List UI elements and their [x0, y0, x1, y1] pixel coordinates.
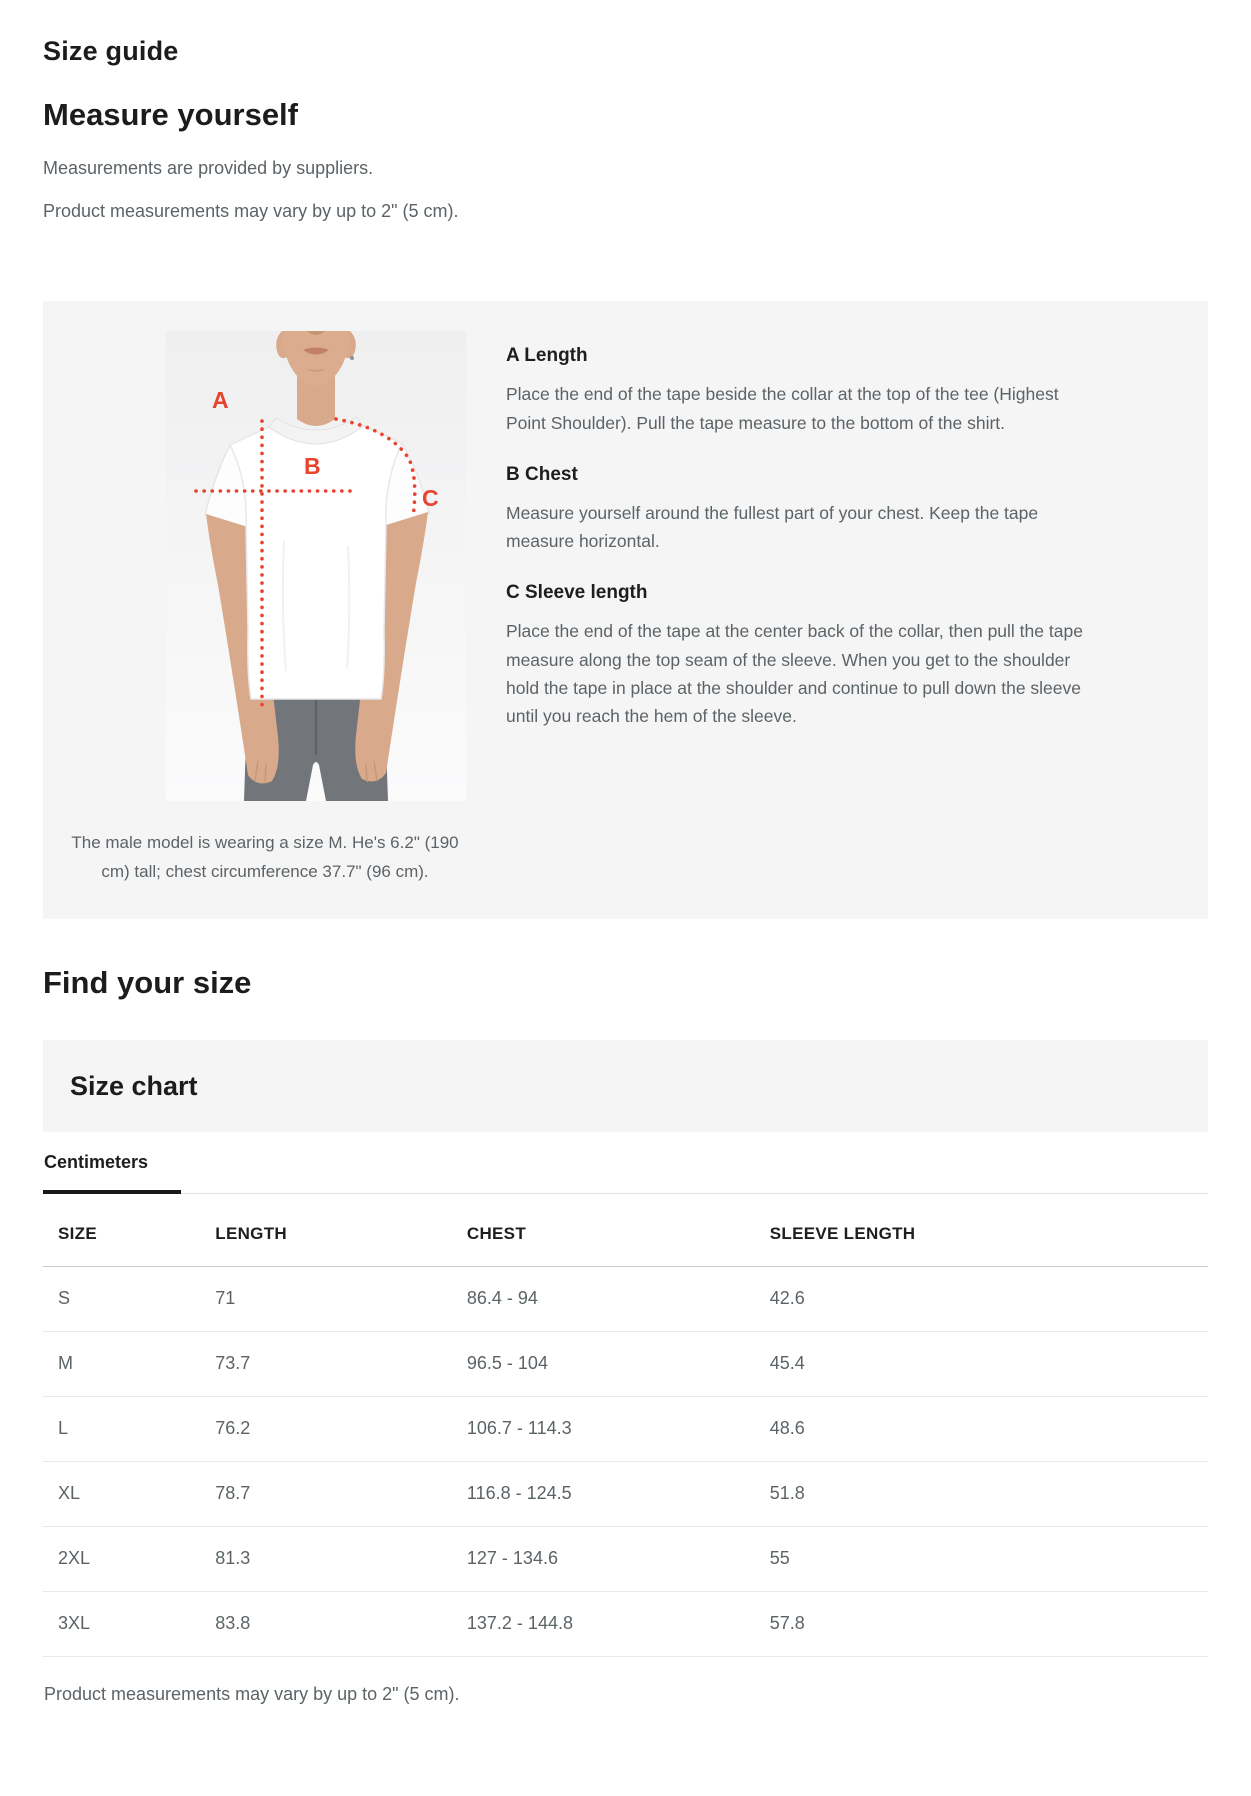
size-chart-header: Size chart: [43, 1040, 1208, 1133]
table-row-l: L 76.2 106.7 - 114.3 48.6: [43, 1396, 1208, 1462]
model-photo: A B C: [166, 331, 466, 802]
instruction-sleeve-text: Place the end of the tape at the center …: [506, 621, 1083, 727]
model-caption: The male model is wearing a size M. He's…: [71, 833, 459, 881]
cell-size: M: [43, 1331, 201, 1397]
measure-line-sleeve: [334, 417, 417, 520]
cell-length: 81.3: [200, 1526, 452, 1592]
model-column: A B C The male model is wearing a size M…: [43, 331, 486, 885]
size-table-header-row: SIZE LENGTH CHEST SLEEVE LENGTH: [43, 1193, 1208, 1267]
cell-chest: 86.4 - 94: [451, 1266, 755, 1332]
table-row-s: S 71 86.4 - 94 42.6: [43, 1266, 1208, 1332]
size-guide-page: Size guide Measure yourself Measurements…: [0, 36, 1251, 1705]
model-head-graphic: [276, 331, 356, 427]
instruction-length-text: Place the end of the tape beside the col…: [506, 384, 1059, 433]
cell-sleeve: 45.4: [754, 1331, 1208, 1397]
table-footnote: Product measurements may vary by up to 2…: [44, 1683, 460, 1704]
col-header-sleeve-length: SLEEVE LENGTH: [754, 1193, 1208, 1267]
unit-tabs: Centimeters: [43, 1152, 1208, 1194]
cell-chest: 137.2 - 144.8: [451, 1591, 755, 1657]
cell-sleeve: 48.6: [754, 1396, 1208, 1462]
cell-chest: 106.7 - 114.3: [451, 1396, 755, 1462]
find-your-size-heading: Find your size: [43, 964, 252, 1000]
cell-length: 76.2: [200, 1396, 452, 1462]
cell-length: 78.7: [200, 1461, 452, 1527]
cell-sleeve: 57.8: [754, 1591, 1208, 1657]
cell-sleeve: 42.6: [754, 1266, 1208, 1332]
cell-chest: 116.8 - 124.5: [451, 1461, 755, 1527]
instruction-length: A Length Place the end of the tape besid…: [506, 345, 1084, 436]
size-chart-card: Size chart Centimeters SIZE LENGTH CHEST…: [43, 1040, 1208, 1705]
table-row-xl: XL 78.7 116.8 - 124.5 51.8: [43, 1461, 1208, 1527]
measure-yourself-heading: Measure yourself: [43, 97, 298, 133]
table-row-3xl: 3XL 83.8 137.2 - 144.8 57.8: [43, 1591, 1208, 1657]
cell-length: 83.8: [200, 1591, 452, 1657]
instruction-length-heading: A Length: [506, 345, 588, 367]
model-illustration: [166, 331, 466, 802]
col-header-length: LENGTH: [200, 1193, 452, 1267]
cell-chest: 127 - 134.6: [451, 1526, 755, 1592]
instructions-column: A Length Place the end of the tape besid…: [506, 331, 1084, 885]
size-table: SIZE LENGTH CHEST SLEEVE LENGTH S 71 86.…: [43, 1193, 1208, 1657]
col-header-chest: CHEST: [451, 1193, 755, 1267]
table-row-2xl: 2XL 81.3 127 - 134.6 55: [43, 1526, 1208, 1592]
cell-chest: 96.5 - 104: [451, 1331, 755, 1397]
cell-size: 3XL: [43, 1591, 201, 1657]
intro-variance-text: Product measurements may vary by up to 2…: [43, 201, 459, 222]
cell-sleeve: 55: [754, 1526, 1208, 1592]
instruction-chest-text: Measure yourself around the fullest part…: [506, 502, 1039, 552]
instruction-sleeve: C Sleeve length Place the end of the tap…: [506, 582, 1084, 730]
cell-size: L: [43, 1396, 201, 1462]
measure-panel: A B C The male model is wearing a size M…: [43, 301, 1208, 919]
diagram-label-b: B: [304, 453, 321, 480]
diagram-label-c: C: [422, 485, 439, 512]
cell-size: XL: [43, 1461, 201, 1527]
cell-length: 71: [200, 1266, 452, 1332]
intro-suppliers-text: Measurements are provided by suppliers.: [43, 157, 374, 178]
cell-size: S: [43, 1266, 201, 1332]
arms-graphic: [206, 512, 428, 784]
table-row-m: M 73.7 96.5 - 104 45.4: [43, 1331, 1208, 1397]
cell-sleeve: 51.8: [754, 1461, 1208, 1527]
tab-centimeters[interactable]: Centimeters: [43, 1152, 181, 1194]
instruction-sleeve-heading: C Sleeve length: [506, 582, 648, 604]
page-title: Size guide: [43, 36, 179, 66]
diagram-label-a: A: [212, 387, 229, 414]
size-chart-title: Size chart: [70, 1070, 198, 1101]
instruction-chest-heading: B Chest: [506, 463, 578, 485]
cell-size: 2XL: [43, 1526, 201, 1592]
col-header-size: SIZE: [43, 1193, 201, 1267]
cell-length: 73.7: [200, 1331, 452, 1397]
instruction-chest: B Chest Measure yourself around the full…: [506, 464, 1084, 555]
